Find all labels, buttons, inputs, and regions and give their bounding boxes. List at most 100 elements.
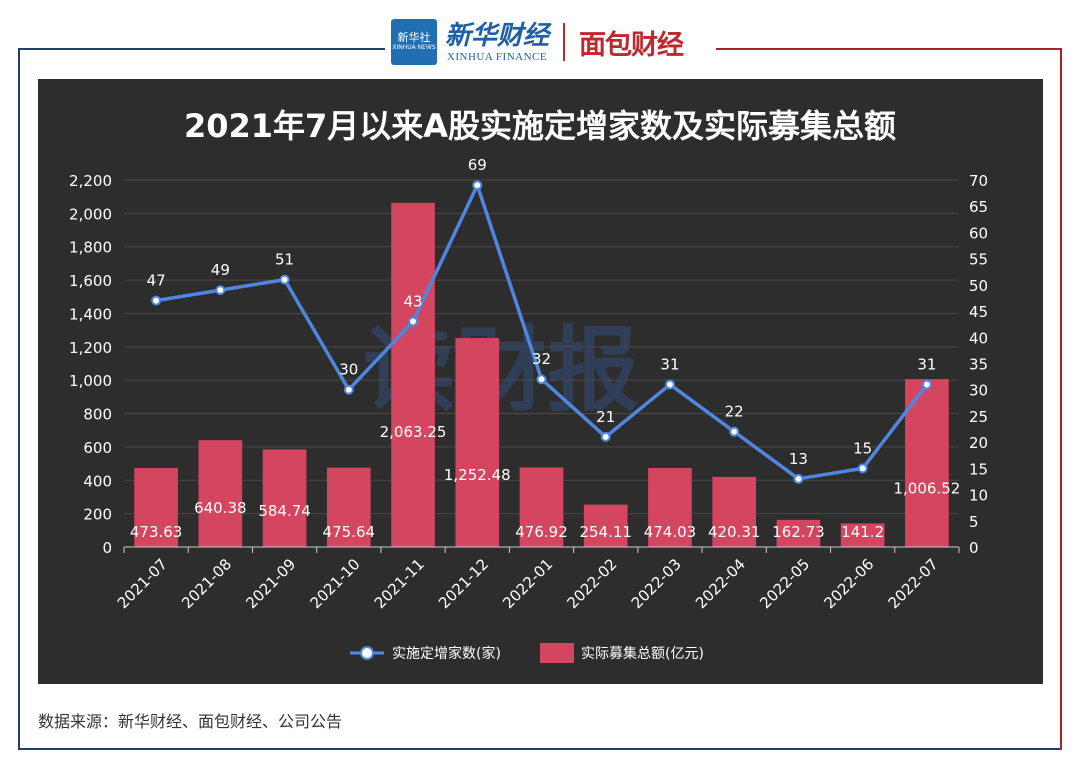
bar bbox=[905, 379, 949, 547]
bar bbox=[326, 467, 371, 547]
y-left-tick-label: 600 bbox=[83, 439, 112, 457]
line-value-label: 49 bbox=[211, 261, 230, 279]
y-right-tick-label: 50 bbox=[969, 277, 988, 295]
y-right-tick-label: 20 bbox=[969, 434, 988, 452]
line-point bbox=[472, 180, 483, 191]
header-logos: 新华社 XINHUA NEWS 新华财经 XINHUA FINANCE 面包财经 bbox=[385, 14, 716, 70]
line-value-label: 22 bbox=[725, 403, 744, 421]
bar-value-label: 1,006.52 bbox=[893, 479, 960, 497]
frame-top-left bbox=[18, 48, 385, 50]
y-right-tick-label: 35 bbox=[969, 356, 988, 374]
line-value-label: 43 bbox=[403, 293, 422, 311]
xinhua-badge-small: XINHUA NEWS bbox=[392, 44, 436, 51]
line-point bbox=[793, 473, 804, 484]
bar-value-label: 1,252.48 bbox=[444, 466, 511, 484]
line-point bbox=[729, 426, 740, 437]
x-tick-label: 2022-04 bbox=[692, 555, 749, 612]
legend-bar-label: 实际募集总额(亿元) bbox=[581, 645, 704, 662]
x-tick-label: 2021-08 bbox=[178, 555, 235, 612]
y-right-tick-label: 60 bbox=[969, 224, 988, 242]
y-right-tick-label: 70 bbox=[969, 172, 988, 190]
x-tick-label: 2022-03 bbox=[628, 555, 685, 612]
bar-value-label: 254.11 bbox=[579, 523, 632, 541]
x-tick-label: 2022-06 bbox=[820, 555, 877, 612]
legend-bar-swatch bbox=[540, 643, 574, 663]
line-point bbox=[857, 463, 868, 474]
x-tick-label: 2021-09 bbox=[242, 555, 299, 612]
chart-title: 2021年7月以来A股实施定增家数及实际募集总额 bbox=[184, 107, 896, 145]
line-value-label: 47 bbox=[147, 272, 166, 290]
bar bbox=[262, 449, 307, 547]
bar bbox=[391, 202, 435, 547]
line-point bbox=[600, 431, 611, 442]
bar bbox=[519, 467, 564, 547]
mianbao-finance-logo: 面包财经 bbox=[579, 29, 684, 61]
line-point bbox=[343, 384, 354, 395]
y-right-tick-label: 40 bbox=[969, 329, 988, 347]
bar-value-label: 474.03 bbox=[644, 523, 697, 541]
bar-value-label: 476.92 bbox=[515, 523, 568, 541]
y-right-tick-label: 10 bbox=[969, 487, 988, 505]
bar-value-label: 640.38 bbox=[194, 499, 247, 517]
y-left-tick-label: 1,600 bbox=[69, 272, 112, 290]
y-left-tick-label: 1,000 bbox=[69, 372, 112, 390]
xinhua-finance-logo: 新华财经 XINHUA FINANCE bbox=[445, 21, 549, 63]
line-value-label: 31 bbox=[917, 355, 936, 373]
x-tick-label: 2022-02 bbox=[564, 555, 621, 612]
line-point bbox=[215, 285, 226, 296]
line-value-label: 51 bbox=[275, 251, 294, 269]
x-tick-label: 2022-01 bbox=[499, 555, 556, 612]
line-value-label: 13 bbox=[789, 450, 808, 468]
bar-value-label: 162.73 bbox=[772, 523, 825, 541]
bar-value-label: 2,063.25 bbox=[380, 423, 447, 441]
bar bbox=[134, 467, 178, 547]
y-left-tick-label: 2,000 bbox=[69, 205, 112, 223]
bar bbox=[712, 476, 757, 547]
xinhua-news-logo: 新华社 XINHUA NEWS bbox=[391, 19, 437, 65]
y-left-tick-label: 0 bbox=[102, 539, 112, 557]
line-value-label: 69 bbox=[468, 156, 487, 174]
y-right-tick-label: 55 bbox=[969, 251, 988, 269]
line-point bbox=[151, 295, 162, 306]
bar bbox=[776, 519, 821, 547]
bar bbox=[840, 523, 885, 547]
frame-left bbox=[18, 48, 20, 750]
xinhua-badge-text: 新华社 bbox=[397, 31, 431, 44]
y-left-tick-label: 1,800 bbox=[69, 239, 112, 257]
line-point bbox=[536, 374, 547, 385]
line-point bbox=[921, 379, 932, 390]
line-value-label: 21 bbox=[596, 408, 615, 426]
x-tick-label: 2022-07 bbox=[885, 555, 942, 612]
xinhua-finance-cn: 新华财经 bbox=[445, 21, 550, 51]
x-tick-label: 2022-05 bbox=[756, 555, 813, 612]
line-value-label: 30 bbox=[339, 361, 358, 379]
line-point bbox=[279, 274, 290, 285]
bar-value-label: 584.74 bbox=[258, 502, 311, 520]
y-right-tick-label: 65 bbox=[969, 198, 988, 216]
x-tick-label: 2021-12 bbox=[435, 555, 492, 612]
line-value-label: 15 bbox=[853, 439, 872, 457]
bar-value-label: 475.64 bbox=[323, 523, 376, 541]
bar-value-label: 420.31 bbox=[708, 523, 761, 541]
line-value-label: 32 bbox=[532, 350, 551, 368]
legend-line-label: 实施定增家数(家) bbox=[392, 645, 501, 662]
chart-svg: 读财报 2021年7月以来A股实施定增家数及实际募集总额 02004006008… bbox=[69, 107, 988, 663]
chart-panel: 读财报 2021年7月以来A股实施定增家数及实际募集总额 0 200 400 600 8… bbox=[38, 79, 1043, 684]
data-source-note: 数据来源：新华财经、面包财经、公司公告 bbox=[38, 712, 343, 731]
frame-right bbox=[1060, 48, 1062, 750]
y-right-tick-label: 5 bbox=[969, 513, 979, 531]
bar bbox=[455, 338, 500, 547]
x-tick-label: 2021-07 bbox=[114, 555, 171, 612]
y-right-tick-label: 30 bbox=[969, 382, 988, 400]
frame-bottom bbox=[18, 748, 1062, 750]
x-tick-label: 2021-11 bbox=[371, 555, 428, 612]
bar bbox=[583, 504, 628, 547]
bar-value-label: 473.63 bbox=[130, 523, 183, 541]
y-left-tick-label: 1,200 bbox=[69, 339, 112, 357]
bar bbox=[198, 440, 243, 547]
y-left-tick-label: 1,400 bbox=[69, 305, 112, 323]
legend-line-marker bbox=[360, 646, 374, 660]
logo-separator bbox=[563, 23, 566, 61]
x-tick-label: 2021-10 bbox=[307, 555, 364, 612]
y-left-tick-label: 2,200 bbox=[69, 172, 112, 190]
